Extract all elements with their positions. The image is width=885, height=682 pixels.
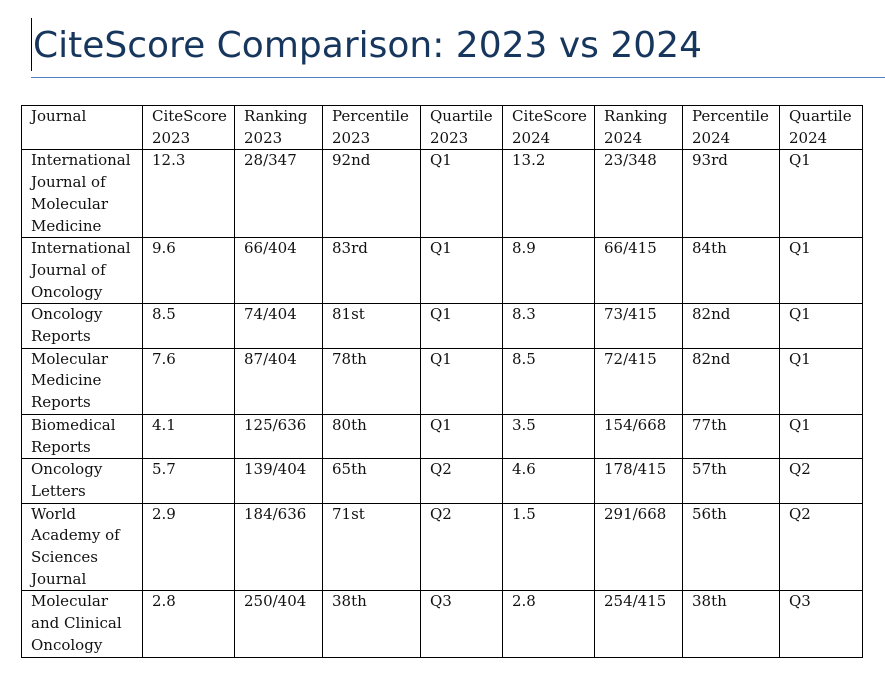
cell-citescore-2023: 2.9 <box>142 502 235 592</box>
table-row: World Academy of Sciences Journal 2.9 184/… <box>21 502 863 592</box>
cell-quartile-2024: Q1 <box>779 149 863 239</box>
table-header-row: Journal CiteScore 2023 Ranking 2023 Perc… <box>21 104 863 151</box>
cell-quartile-2024: Q2 <box>779 458 863 504</box>
cell-journal-name: International Journal of Oncology <box>21 237 143 305</box>
cell-percentile-2023: 38th <box>322 590 421 658</box>
cell-quartile-2024: Q3 <box>779 590 863 658</box>
cell-percentile-2023: 92nd <box>322 149 421 239</box>
cell-quartile-2024: Q1 <box>779 303 863 349</box>
cell-journal-name: Oncology Letters <box>21 458 143 504</box>
cell-citescore-2024: 3.5 <box>502 413 595 460</box>
cell-citescore-2023: 7.6 <box>142 347 235 415</box>
table-row: International Journal of Oncology 9.6 66/4… <box>21 237 863 305</box>
cell-ranking-2024: 254/415 <box>594 590 683 658</box>
cell-percentile-2024: 93rd <box>682 149 780 239</box>
cell-quartile-2023: Q1 <box>420 237 503 305</box>
cell-journal-name: International Journal of Molecular Medic… <box>21 149 143 239</box>
document-title: CiteScore Comparison: 2023 vs 2024 <box>33 25 702 66</box>
cell-ranking-2024: 23/348 <box>594 149 683 239</box>
cell-quartile-2023: Q2 <box>420 502 503 592</box>
table-row: Oncology Reports 8.5 74/404 81st Q1 8.3 73/415… <box>21 303 863 349</box>
cell-percentile-2024: 82nd <box>682 347 780 415</box>
cell-percentile-2023: 71st <box>322 502 421 592</box>
cell-ranking-2024: 154/668 <box>594 413 683 460</box>
cell-percentile-2024: 84th <box>682 237 780 305</box>
header-journal: Journal <box>21 104 143 151</box>
cell-quartile-2024: Q1 <box>779 413 863 460</box>
header-percentile-2024: Percentile 2024 <box>682 104 780 151</box>
cell-percentile-2024: 57th <box>682 458 780 504</box>
cell-citescore-2024: 8.3 <box>502 303 595 349</box>
cell-quartile-2024: Q1 <box>779 347 863 415</box>
citescore-table: Journal CiteScore 2023 Ranking 2023 Perc… <box>21 104 863 658</box>
cell-percentile-2023: 78th <box>322 347 421 415</box>
header-quartile-2023: Quartile 2023 <box>420 104 503 151</box>
header-percentile-2023: Percentile 2023 <box>322 104 421 151</box>
table-row: Oncology Letters 5.7 139/404 65th Q2 4.6 178/4… <box>21 458 863 504</box>
cell-ranking-2024: 178/415 <box>594 458 683 504</box>
cell-quartile-2023: Q1 <box>420 413 503 460</box>
table-row: Molecular Medicine Reports 7.6 87/404 78th Q… <box>21 347 863 415</box>
cell-quartile-2023: Q3 <box>420 590 503 658</box>
cell-quartile-2024: Q2 <box>779 502 863 592</box>
cell-quartile-2023: Q2 <box>420 458 503 504</box>
cell-ranking-2023: 66/404 <box>234 237 323 305</box>
cell-quartile-2023: Q1 <box>420 347 503 415</box>
cell-ranking-2023: 87/404 <box>234 347 323 415</box>
cell-citescore-2023: 8.5 <box>142 303 235 349</box>
header-ranking-2023: Ranking 2023 <box>234 104 323 151</box>
text-cursor <box>31 18 32 71</box>
cell-percentile-2024: 56th <box>682 502 780 592</box>
cell-percentile-2023: 80th <box>322 413 421 460</box>
cell-ranking-2024: 72/415 <box>594 347 683 415</box>
cell-percentile-2024: 38th <box>682 590 780 658</box>
cell-journal-name: World Academy of Sciences Journal <box>21 502 143 592</box>
table-row: Biomedical Reports 4.1 125/636 80th Q1 3.5 154… <box>21 413 863 460</box>
cell-citescore-2023: 2.8 <box>142 590 235 658</box>
cell-ranking-2023: 74/404 <box>234 303 323 349</box>
cell-ranking-2024: 66/415 <box>594 237 683 305</box>
cell-citescore-2024: 2.8 <box>502 590 595 658</box>
table-body: International Journal of Molecular Medic… <box>21 149 863 658</box>
cell-percentile-2023: 83rd <box>322 237 421 305</box>
cell-citescore-2023: 4.1 <box>142 413 235 460</box>
cell-citescore-2024: 8.5 <box>502 347 595 415</box>
cell-citescore-2023: 5.7 <box>142 458 235 504</box>
cell-ranking-2023: 139/404 <box>234 458 323 504</box>
cell-citescore-2024: 13.2 <box>502 149 595 239</box>
cell-ranking-2024: 291/668 <box>594 502 683 592</box>
table-row: International Journal of Molecular Medic… <box>21 149 863 239</box>
cell-journal-name: Biomedical Reports <box>21 413 143 460</box>
table-row: Molecular and Clinical Oncology 2.8 250/40… <box>21 590 863 658</box>
cell-quartile-2023: Q1 <box>420 149 503 239</box>
cell-journal-name: Molecular and Clinical Oncology <box>21 590 143 658</box>
header-citescore-2024: CiteScore 2024 <box>502 104 595 151</box>
cell-citescore-2024: 4.6 <box>502 458 595 504</box>
cell-ranking-2023: 250/404 <box>234 590 323 658</box>
cell-percentile-2024: 77th <box>682 413 780 460</box>
cell-quartile-2023: Q1 <box>420 303 503 349</box>
cell-citescore-2024: 8.9 <box>502 237 595 305</box>
cell-percentile-2023: 81st <box>322 303 421 349</box>
header-ranking-2024: Ranking 2024 <box>594 104 683 151</box>
cell-quartile-2024: Q1 <box>779 237 863 305</box>
cell-citescore-2023: 12.3 <box>142 149 235 239</box>
header-citescore-2023: CiteScore 2023 <box>142 104 235 151</box>
header-quartile-2024: Quartile 2024 <box>779 104 863 151</box>
cell-ranking-2023: 28/347 <box>234 149 323 239</box>
cell-journal-name: Oncology Reports <box>21 303 143 349</box>
cell-citescore-2023: 9.6 <box>142 237 235 305</box>
cell-ranking-2024: 73/415 <box>594 303 683 349</box>
cell-journal-name: Molecular Medicine Reports <box>21 347 143 415</box>
cell-percentile-2023: 65th <box>322 458 421 504</box>
title-underline <box>31 77 885 78</box>
cell-citescore-2024: 1.5 <box>502 502 595 592</box>
cell-ranking-2023: 125/636 <box>234 413 323 460</box>
cell-ranking-2023: 184/636 <box>234 502 323 592</box>
cell-percentile-2024: 82nd <box>682 303 780 349</box>
